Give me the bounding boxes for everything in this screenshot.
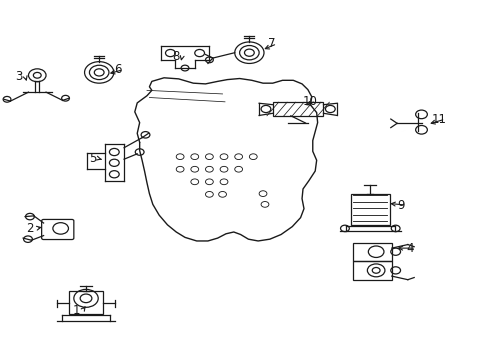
Text: 3: 3: [16, 69, 23, 82]
Text: 6: 6: [114, 63, 121, 76]
Text: 5: 5: [88, 152, 96, 165]
Text: 11: 11: [431, 113, 446, 126]
Text: 10: 10: [302, 95, 317, 108]
Bar: [352, 261, 391, 280]
Text: 2: 2: [26, 222, 34, 235]
Text: 8: 8: [172, 50, 180, 63]
Text: 9: 9: [396, 199, 404, 212]
Bar: [69, 291, 103, 315]
Text: 1: 1: [72, 305, 80, 318]
Bar: [272, 102, 323, 116]
Bar: [352, 243, 391, 261]
Text: 7: 7: [267, 37, 275, 50]
Text: 4: 4: [406, 242, 413, 255]
Bar: [350, 194, 389, 225]
